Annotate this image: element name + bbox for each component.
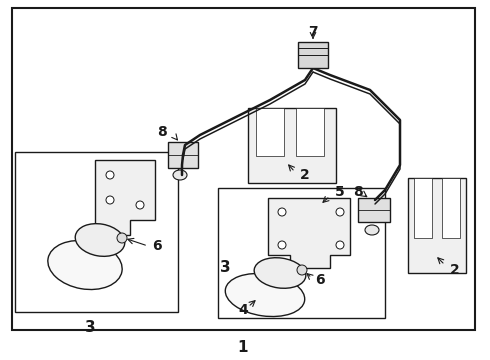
Polygon shape [95,160,155,235]
Circle shape [336,208,344,216]
Bar [15,152,178,312]
Bar [296,108,324,156]
Ellipse shape [173,170,187,180]
Bar [408,178,466,273]
Bar [256,108,284,156]
Text: 5: 5 [335,185,345,199]
Ellipse shape [225,274,305,316]
Text: 8: 8 [353,185,363,199]
Text: 6: 6 [315,273,324,287]
Text: 7: 7 [308,25,318,39]
Bar [218,188,385,318]
Text: 3: 3 [220,261,231,275]
Circle shape [336,241,344,249]
Circle shape [136,201,144,209]
Ellipse shape [75,224,125,256]
Bar [12,8,475,330]
Circle shape [278,208,286,216]
Text: 3: 3 [85,320,96,336]
Text: 4: 4 [238,303,248,317]
Bar [414,178,432,238]
Circle shape [117,233,127,243]
Text: 2: 2 [300,168,310,182]
Ellipse shape [365,225,379,235]
Text: 6: 6 [152,239,162,253]
Bar [168,142,198,168]
Text: 8: 8 [157,125,167,139]
Polygon shape [268,198,350,268]
Bar [358,198,390,222]
Circle shape [106,196,114,204]
Text: 2: 2 [450,263,460,277]
Ellipse shape [48,240,122,289]
Circle shape [106,171,114,179]
Bar [442,178,460,238]
Circle shape [297,265,307,275]
Text: 1: 1 [238,341,248,356]
Ellipse shape [254,258,306,288]
Bar [298,42,328,68]
Bar [248,108,336,183]
Circle shape [278,241,286,249]
